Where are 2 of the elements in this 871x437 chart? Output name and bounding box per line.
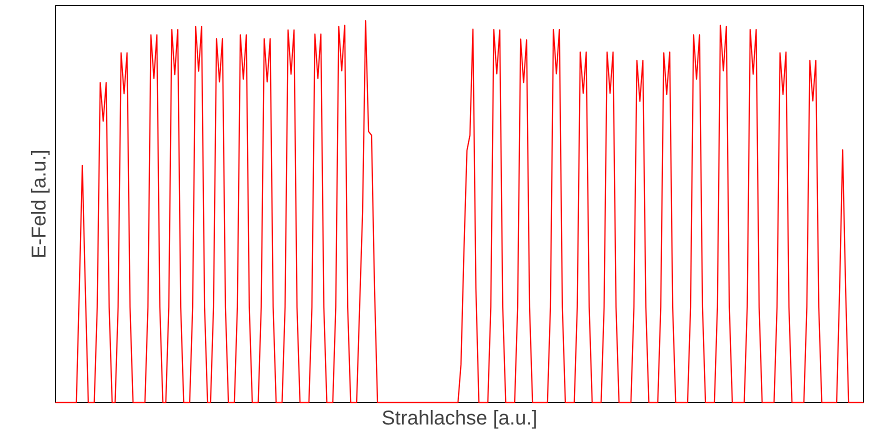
y-axis-title: E-Feld [a.u.] xyxy=(28,150,50,258)
x-axis-title: Strahlachse [a.u.] xyxy=(382,408,538,430)
